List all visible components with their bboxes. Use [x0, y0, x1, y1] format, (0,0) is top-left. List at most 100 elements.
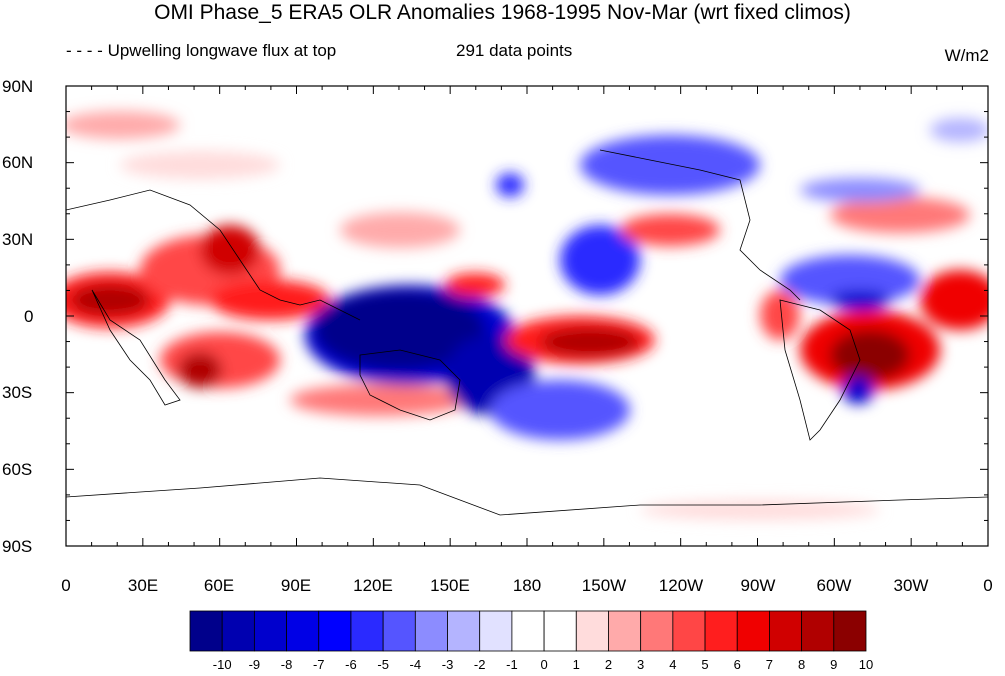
anomaly-field	[66, 86, 988, 546]
coastline-antarctica	[66, 477, 988, 516]
colorbar-box	[672, 610, 706, 652]
lon-label-90w: 90W	[740, 576, 776, 595]
colorbar-box	[350, 610, 384, 652]
colorbar-box	[833, 610, 867, 652]
colorbar-box	[221, 610, 255, 652]
warm-anomaly-north-atlantic	[830, 197, 970, 233]
warm-core-africa	[70, 284, 150, 316]
lon-label-90e: 90E	[280, 576, 312, 595]
colorbar-box	[479, 610, 513, 652]
colorbar-label: -10	[212, 657, 232, 672]
cold-anomaly-north-pacific	[580, 135, 760, 195]
colorbar-box	[608, 610, 642, 652]
warm-anomaly-siberia	[120, 151, 280, 179]
lon-label-180: 180	[512, 576, 542, 595]
cold-anomaly-atlantic	[780, 255, 920, 305]
lon-label-30w: 30W	[893, 576, 929, 595]
lon-label-0: 0	[61, 576, 71, 595]
colorbar-label: 5	[701, 657, 709, 672]
lon-label-150e: 150E	[430, 576, 470, 595]
anomaly-contours	[66, 111, 988, 520]
colorbar-label: 6	[733, 657, 741, 672]
colorbar-label: 9	[830, 657, 838, 672]
colorbar-box	[575, 610, 609, 652]
warm-anomaly-gulf-guinea	[920, 270, 988, 330]
colorbar-box	[414, 610, 448, 652]
map-frame	[65, 85, 989, 547]
center-string: 291 data points	[456, 41, 573, 60]
warm-anomaly-japan	[340, 212, 460, 248]
warm-anomaly-indian-ocean	[210, 280, 330, 320]
colorbar-label: -6	[345, 657, 357, 672]
warm-anomaly-ne-pacific	[620, 214, 720, 246]
colorbar-label: 4	[669, 657, 677, 672]
colorbar-label: -3	[441, 657, 454, 672]
lon-label-120w: 120W	[658, 576, 704, 595]
colorbar-label: -5	[377, 657, 389, 672]
colorbar-label: 0	[540, 657, 548, 672]
colorbar-box	[640, 610, 674, 652]
cold-anomaly-se-south-america	[842, 376, 874, 404]
lat-label-90s: 90S	[2, 537, 33, 556]
colorbar-label: -4	[409, 657, 422, 672]
lat-label-60n: 60N	[2, 153, 34, 172]
colorbar-box	[447, 610, 481, 652]
dash-line-symbol: - - - -	[66, 41, 103, 60]
colorbar-box	[286, 610, 320, 652]
cold-anomaly-north-atlantic	[800, 178, 920, 202]
warm-core-madagascar	[178, 352, 222, 388]
lat-label-30s: 30S	[2, 383, 33, 402]
colorbar-label: 2	[604, 657, 613, 672]
left-string: - - - - Upwelling longwave flux at top	[66, 40, 336, 62]
colorbar-box	[511, 610, 545, 652]
warm-anomaly-dateline-north	[445, 273, 505, 297]
warm-anomaly-madagascar	[160, 332, 280, 388]
lon-label-30e: 30E	[127, 576, 159, 595]
lat-label-30n: 30N	[2, 230, 34, 249]
colorbar-label: -1	[506, 657, 518, 672]
units-label: W/m2	[944, 46, 989, 65]
colorbar-label: 1	[572, 657, 580, 672]
colorbar-label: 3	[637, 657, 645, 672]
map-title: OMI Phase_5 ERA5 OLR Anomalies 1968-1995…	[154, 1, 851, 24]
colorbar-box	[189, 610, 223, 652]
lon-label-60e: 60E	[203, 576, 235, 595]
lon-label-60w: 60W	[816, 576, 852, 595]
cold-core-atlantic	[830, 290, 890, 310]
coastline-australia	[359, 349, 461, 421]
cold-anomaly-south-pacific	[490, 380, 630, 440]
warm-anomaly-antarctic	[640, 500, 880, 520]
colorbar-label: 7	[765, 657, 774, 672]
cold-anomaly-greenland	[930, 118, 988, 142]
colorbar-box	[704, 610, 738, 652]
colorbar-box	[769, 610, 803, 652]
colorbar-label: -2	[473, 657, 486, 672]
warm-core-spcz	[540, 327, 640, 357]
lat-label-90n: 90N	[2, 77, 34, 96]
warm-core-brazil	[830, 330, 910, 380]
lat-label-equator: 0	[24, 307, 34, 326]
colorbar-box	[543, 610, 577, 652]
left-string-text: Upwelling longwave flux at top	[107, 41, 337, 60]
cold-anomaly-bering	[496, 173, 524, 197]
lon-label-0-east: 0	[983, 576, 993, 595]
warm-anomaly-arctic	[66, 111, 180, 139]
colorbar-box	[253, 610, 287, 652]
coastline-south-america	[779, 299, 861, 441]
lon-label-120e: 120E	[353, 576, 393, 595]
colorbar-label: -9	[248, 657, 261, 672]
cold-core-maritime	[315, 290, 485, 370]
colorbar-box	[382, 610, 416, 652]
colorbar-label: 10	[858, 657, 874, 672]
warm-anomaly-andes	[760, 290, 800, 340]
colorbar-box	[318, 610, 352, 652]
lat-label-60s: 60S	[2, 460, 33, 479]
lon-label-150w: 150W	[581, 576, 627, 595]
colorbar-box	[736, 610, 770, 652]
colorbar	[189, 610, 867, 652]
colorbar-label: -7	[312, 657, 325, 672]
colorbar-box	[801, 610, 835, 652]
axis-ticks	[65, 85, 989, 547]
coastline-eurasia-south	[66, 189, 361, 321]
